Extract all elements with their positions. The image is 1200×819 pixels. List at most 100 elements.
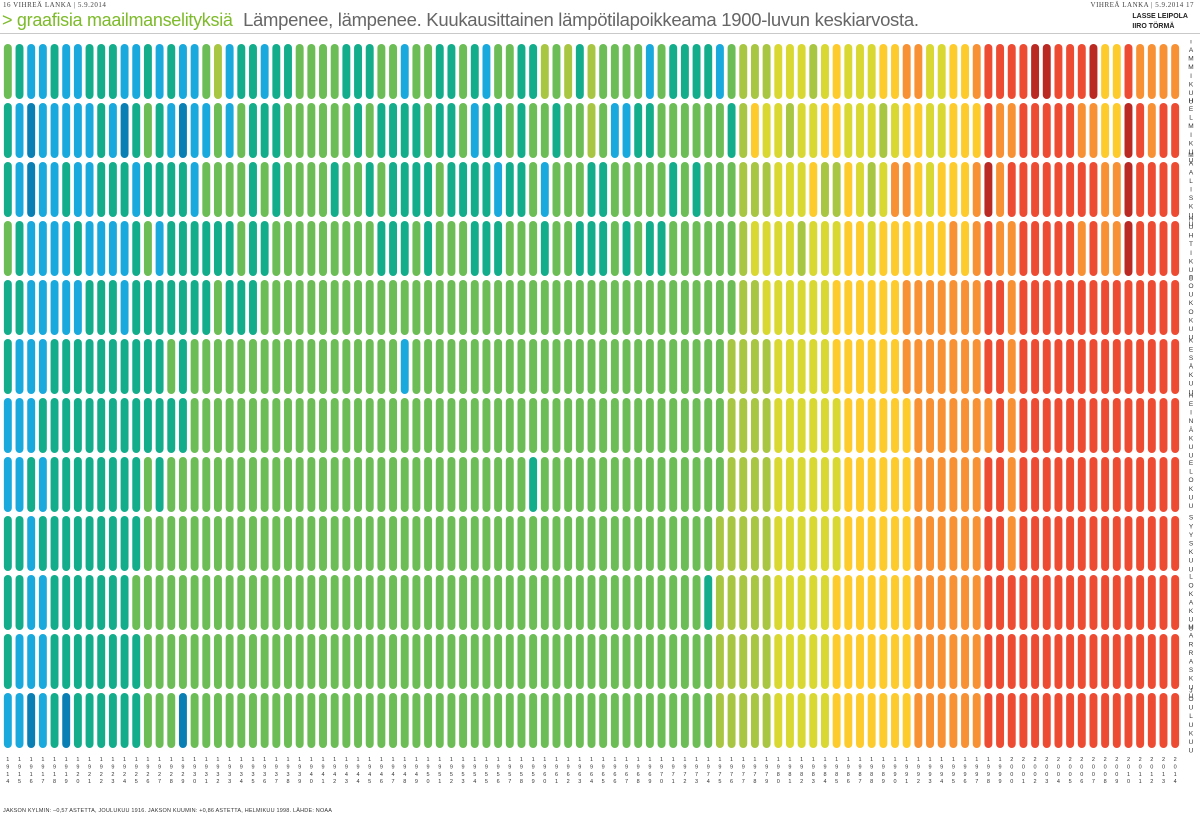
heatmap-cell — [564, 339, 573, 394]
heatmap-cell — [85, 575, 94, 630]
heatmap-cell — [821, 221, 829, 276]
heatmap-cell — [27, 103, 36, 158]
heatmap-cell — [692, 693, 701, 748]
heatmap-cell — [610, 221, 619, 276]
heatmap-cell — [657, 339, 666, 394]
heatmap-cell — [1042, 162, 1051, 217]
heatmap-cell — [377, 103, 386, 158]
heatmap-cell — [400, 339, 409, 394]
heatmap-cell — [610, 44, 619, 99]
heatmap-cell — [634, 516, 643, 571]
heatmap-cell — [634, 634, 643, 689]
heatmap-cell — [774, 575, 783, 630]
heatmap-cell — [540, 457, 549, 512]
heatmap-cell — [996, 693, 1005, 748]
heatmap-cell — [821, 280, 829, 335]
heatmap-cell — [1147, 221, 1156, 276]
heatmap-cell — [599, 162, 608, 217]
heatmap-cell — [27, 575, 36, 630]
heatmap-cell — [435, 44, 444, 99]
heatmap-cell — [891, 693, 899, 748]
heatmap-cell — [213, 634, 222, 689]
heatmap-cell — [891, 634, 899, 689]
heatmap-cell — [237, 221, 246, 276]
heatmap-cell — [762, 44, 771, 99]
heatmap-cell — [1066, 457, 1075, 512]
heatmap-cell — [97, 634, 106, 689]
heatmap-cell — [1019, 516, 1028, 571]
footnote: JAKSON KYLMIN: –0,57 ASTETTA, JOULUKUU 1… — [3, 808, 333, 814]
heatmap-cell — [225, 516, 234, 571]
heatmap-cell — [809, 162, 818, 217]
heatmap-cell — [377, 575, 386, 630]
heatmap-cell — [249, 693, 257, 748]
heatmap-cell — [832, 103, 841, 158]
heatmap-cell — [610, 575, 619, 630]
heatmap-cell — [704, 516, 713, 571]
heatmap-cell — [143, 103, 152, 158]
heatmap-cell — [902, 398, 911, 453]
heatmap-cell — [354, 634, 363, 689]
heatmap-cell — [447, 634, 456, 689]
heatmap-cell — [529, 44, 538, 99]
heatmap-cell — [587, 516, 596, 571]
heatmap-cell — [1159, 457, 1168, 512]
heatmap-cell — [249, 339, 257, 394]
heatmap-cell — [342, 634, 351, 689]
heatmap-cell — [564, 398, 573, 453]
heatmap-cell — [424, 516, 433, 571]
heatmap-cell — [295, 575, 304, 630]
heatmap-cell — [657, 221, 666, 276]
heatmap-cell — [785, 280, 794, 335]
heatmap-cell — [15, 103, 24, 158]
heatmap-cell — [1124, 693, 1133, 748]
heatmap-cell — [996, 162, 1005, 217]
heatmap-cell — [926, 516, 934, 571]
heatmap-cell — [482, 457, 491, 512]
heatmap-cell — [1124, 575, 1133, 630]
heatmap-cell — [1147, 44, 1156, 99]
heatmap-cell — [972, 693, 981, 748]
heatmap-cell — [867, 634, 876, 689]
heatmap-cell — [482, 103, 491, 158]
heatmap-cell — [365, 575, 374, 630]
heatmap-cell — [984, 44, 993, 99]
heatmap-cell — [914, 221, 923, 276]
heatmap-cell — [155, 634, 164, 689]
heatmap-cell — [529, 516, 538, 571]
heatmap-cell — [284, 221, 292, 276]
heatmap-cell — [143, 162, 152, 217]
heatmap-cell — [319, 457, 327, 512]
heatmap-cell — [1077, 221, 1086, 276]
heatmap-cell — [424, 634, 433, 689]
heatmap-cell — [599, 516, 608, 571]
heatmap-cell — [447, 103, 456, 158]
heatmap-cell — [669, 634, 678, 689]
heatmap-cell — [902, 693, 911, 748]
heatmap-cell — [202, 221, 211, 276]
heatmap-cell — [167, 280, 176, 335]
heatmap-cell — [424, 339, 433, 394]
heatmap-cell — [97, 457, 106, 512]
heatmap-cell — [1042, 634, 1051, 689]
heatmap-cell — [1077, 457, 1086, 512]
heatmap-cell — [190, 221, 199, 276]
heatmap-cell — [937, 339, 946, 394]
heatmap-cell — [1019, 44, 1028, 99]
heatmap-cell — [914, 339, 923, 394]
heatmap-cell — [774, 634, 783, 689]
heatmap-cell — [587, 280, 596, 335]
heatmap-cell — [1007, 280, 1016, 335]
heatmap-cell — [879, 457, 888, 512]
masthead-right: VIHREÄ LANKA | 5.9.2014 17 — [1090, 1, 1194, 9]
heatmap-cell — [926, 44, 934, 99]
heatmap-cell — [50, 44, 59, 99]
heatmap-cell — [50, 457, 59, 512]
